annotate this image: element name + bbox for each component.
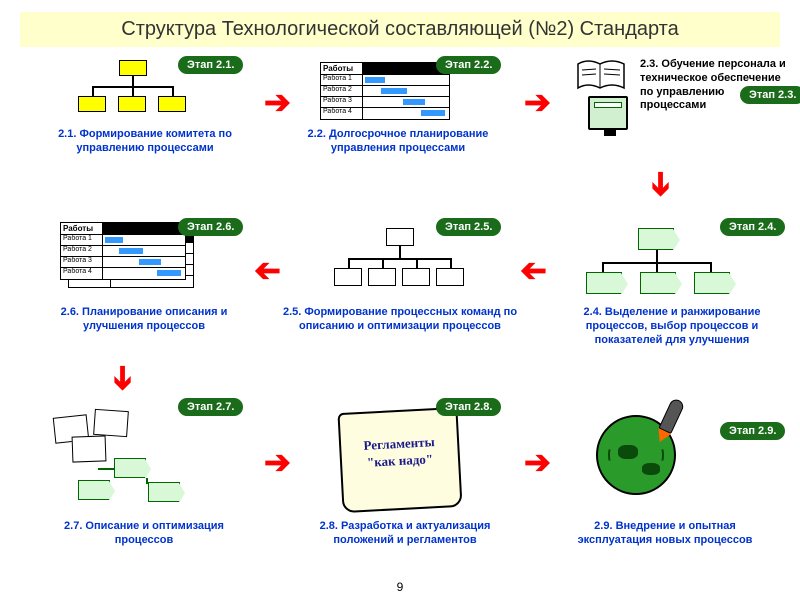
badge-26: Этап 2.6. xyxy=(178,218,243,236)
badge-22: Этап 2.2. xyxy=(436,56,501,74)
caption-24: 2.4. Выделение и ранжирование процессов,… xyxy=(562,306,782,347)
arrow-icon: ➔ xyxy=(264,446,291,478)
scroll-28-icon: Регламенты "как надо" xyxy=(337,407,462,513)
rocket-icon xyxy=(647,395,691,449)
page-number: 9 xyxy=(0,580,800,594)
orgchart-21-icon xyxy=(78,60,188,120)
badge-29: Этап 2.9. xyxy=(720,422,785,440)
caption-22: 2.2. Долгосрочное планирование управлени… xyxy=(298,128,498,156)
arrow-icon: ➔ xyxy=(264,86,291,118)
arrow-icon: ➔ xyxy=(254,254,281,286)
caption-25: 2.5. Формирование процессных команд по о… xyxy=(282,306,518,334)
caption-26: 2.6. Планирование описания и улучшения п… xyxy=(44,306,244,334)
team-25-icon xyxy=(336,228,466,298)
monitor-icon xyxy=(588,96,628,130)
arrow-icon: ➔ xyxy=(107,365,139,392)
caption-27: 2.7. Описание и оптимизация процессов xyxy=(44,520,244,548)
process-24-icon xyxy=(586,228,736,298)
doodle-27-icon xyxy=(48,410,208,510)
arrow-icon: ➔ xyxy=(520,254,547,286)
badge-21: Этап 2.1. xyxy=(178,56,243,74)
badge-25: Этап 2.5. xyxy=(436,218,501,236)
badge-24: Этап 2.4. xyxy=(720,218,785,236)
caption-28: 2.8. Разработка и актуализация положений… xyxy=(300,520,510,548)
book-icon xyxy=(576,58,626,94)
gantt-22-icon: Работы Работа 1 Работа 2 Работа 3 Работа… xyxy=(320,62,450,120)
caption-21: 2.1. Формирование комитета по управлению… xyxy=(50,128,240,156)
badge-27: Этап 2.7. xyxy=(178,398,243,416)
arrow-icon: ➔ xyxy=(524,446,551,478)
arrow-icon: ➔ xyxy=(645,171,677,198)
page-title: Структура Технологической составляющей (… xyxy=(20,12,780,47)
badge-28: Этап 2.8. xyxy=(436,398,501,416)
badge-23: Этап 2.3. xyxy=(740,86,800,104)
arrow-icon: ➔ xyxy=(524,86,551,118)
caption-29: 2.9. Внедрение и опытная эксплуатация но… xyxy=(560,520,770,548)
